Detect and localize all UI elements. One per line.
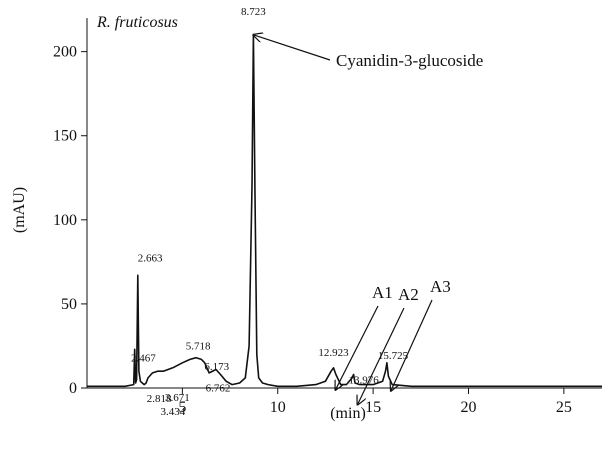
x-tick-label: 25: [556, 399, 572, 416]
peak-label: 6.173: [204, 361, 229, 373]
chart-title: R. fruticosus: [96, 14, 178, 31]
peak-label: 3.434: [161, 406, 186, 418]
peak-arrow-a1: [335, 305, 379, 390]
y-tick-label: 100: [53, 212, 77, 229]
annotation-label: A3: [430, 277, 451, 296]
annotation-layer: Cyanidin-3-glucoside A1 A2 A3: [253, 35, 483, 405]
axes: 0 50 100 150 200 5 10 15 20 25: [53, 18, 602, 416]
peak-label: 8.723: [241, 6, 266, 18]
peak-arrow-a3: [391, 299, 433, 391]
series-layer: [87, 34, 602, 388]
annotation-label: A2: [398, 285, 419, 304]
y-tick-label: 150: [53, 128, 77, 145]
peak-label: 15.725: [378, 350, 409, 362]
peak-label: 2.818: [147, 393, 172, 405]
x-tick-label: 20: [460, 399, 476, 416]
x-tick-label: 10: [270, 399, 286, 416]
peak-label: 2.663: [138, 252, 163, 264]
annotation-label: A1: [372, 283, 393, 302]
annotation-label: Cyanidin-3-glucoside: [336, 51, 483, 70]
peak-arrow-a2: [358, 307, 405, 405]
cyanidin-arrow: [253, 35, 331, 61]
peak-label: 3.671: [165, 392, 190, 404]
y-axis-label: (mAU): [11, 187, 28, 233]
peak-label: 5.718: [186, 341, 211, 353]
peak-label: 13.976: [348, 375, 379, 387]
x-axis-label: (min): [330, 405, 366, 422]
x-tick-label: 15: [365, 399, 381, 416]
peak-label: 6.762: [206, 383, 231, 395]
x-tick-label: 5: [178, 399, 186, 416]
y-tick-label: 0: [69, 380, 77, 397]
peak-label: 2.467: [131, 352, 156, 364]
chromatogram-trace: [87, 34, 602, 388]
y-tick-label: 50: [61, 296, 77, 313]
peak-label: 12.923: [318, 347, 349, 359]
y-tick-label: 200: [53, 44, 77, 61]
